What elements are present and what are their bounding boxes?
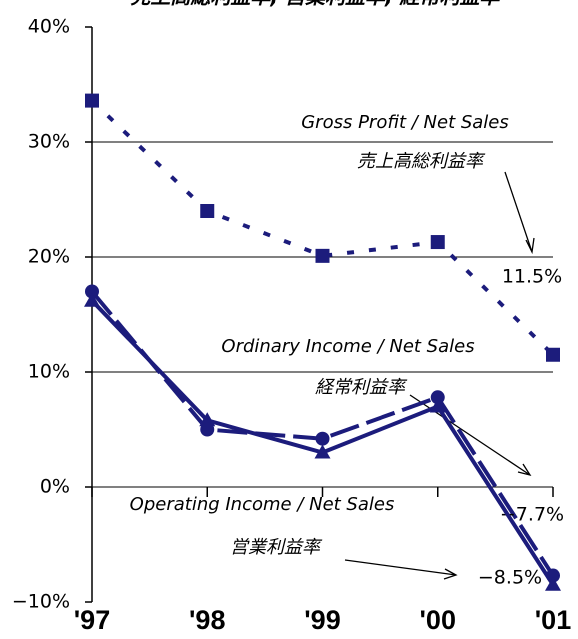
x-tick-label: '97 [74, 605, 110, 635]
annotation: 営業利益率 [230, 537, 323, 558]
annotation: 経常利益率 [315, 377, 408, 398]
arrow [504, 171, 535, 255]
x-tick-label: '99 [304, 605, 340, 635]
value-label: −8.5% [478, 567, 542, 589]
y-tick-label: 20% [28, 246, 70, 268]
chart-title: 売上高総利益率, 営業利益率, 経常利益率 [130, 0, 503, 9]
marker [85, 93, 99, 108]
marker [429, 398, 446, 413]
marker [199, 412, 216, 427]
y-tick-label: 30% [28, 131, 70, 153]
marker [315, 248, 330, 263]
series-line [90, 99, 555, 357]
x-tick-label: '00 [420, 605, 456, 635]
marker [85, 284, 99, 299]
y-tick-label: 0% [40, 476, 70, 498]
marker [315, 431, 330, 446]
marker [545, 576, 561, 591]
marker [430, 235, 445, 250]
arrow [344, 559, 458, 580]
series-name: Operating Income / Net Sales [130, 494, 395, 515]
value-label: −7.7% [500, 504, 564, 526]
x-tick-label: '98 [189, 605, 225, 635]
marker [546, 347, 560, 362]
x-tick-label: '01 [535, 605, 571, 635]
marker [430, 390, 445, 405]
value-label: 11.5% [502, 266, 562, 288]
marker [314, 444, 331, 459]
y-tick-label: −10% [12, 591, 70, 613]
annotation: 売上高総利益率 [357, 151, 486, 172]
y-tick-label: 10% [28, 361, 70, 383]
y-tick-label: 40% [28, 16, 70, 38]
series-name: Gross Profit / Net Sales [301, 112, 509, 133]
marker [84, 292, 100, 307]
arrow [409, 394, 532, 477]
series-name: Ordinary Income / Net Sales [221, 336, 474, 357]
marker [200, 204, 215, 218]
